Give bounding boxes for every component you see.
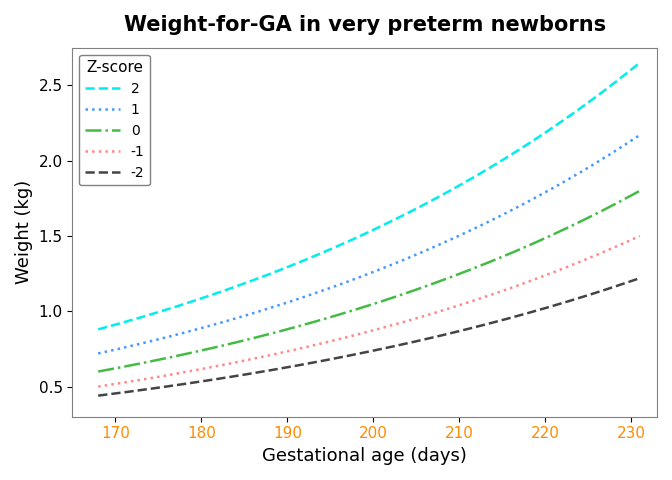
- Y-axis label: Weight (kg): Weight (kg): [15, 180, 33, 284]
- Title: Weight-for-GA in very preterm newborns: Weight-for-GA in very preterm newborns: [124, 15, 605, 35]
- Legend: 2, 1, 0, -1, -2: 2, 1, 0, -1, -2: [79, 55, 150, 185]
- X-axis label: Gestational age (days): Gestational age (days): [262, 447, 467, 465]
